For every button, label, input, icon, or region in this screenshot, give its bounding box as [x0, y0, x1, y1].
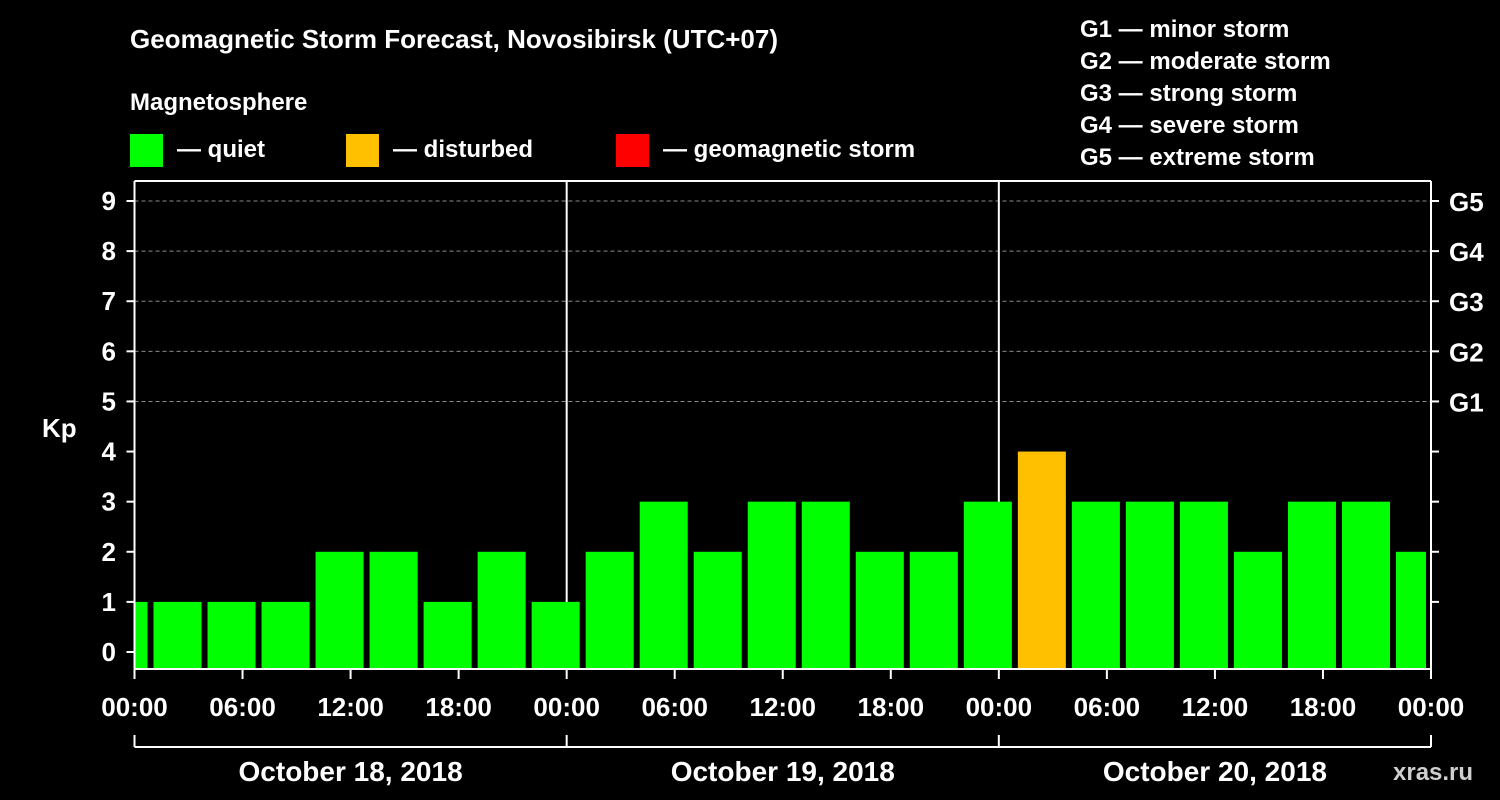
y-tick-label: 9 — [102, 186, 116, 216]
kp-bar — [135, 601, 148, 669]
y-tick-label: 6 — [102, 336, 116, 366]
y-axis-label: Kp — [42, 413, 77, 443]
x-tick-label: 18:00 — [858, 692, 925, 722]
scale-g1: G1 — minor storm — [1080, 16, 1289, 43]
legend-swatch-storm — [616, 134, 649, 167]
y-tick-label: 7 — [102, 286, 116, 316]
chart-title: Geomagnetic Storm Forecast, Novosibirsk … — [130, 24, 778, 54]
y-tick-label: 4 — [102, 437, 117, 467]
g-level-label: G4 — [1449, 237, 1484, 267]
y-tick-label: 3 — [102, 487, 116, 517]
day-label: October 20, 2018 — [1103, 756, 1327, 787]
y-tick-label: 0 — [102, 637, 116, 667]
kp-bar — [963, 501, 1012, 669]
kp-bar — [1125, 501, 1174, 669]
kp-bar — [1179, 501, 1228, 669]
legend-swatch-disturbed — [346, 134, 379, 167]
kp-bar — [1341, 501, 1390, 669]
legend-swatch-quiet — [130, 134, 163, 167]
x-tick-label: 06:00 — [641, 692, 708, 722]
kp-bar — [585, 551, 634, 669]
legend-label-quiet: — quiet — [177, 136, 265, 163]
kp-bar — [369, 551, 418, 669]
kp-bar — [153, 601, 202, 669]
x-tick-label: 00:00 — [966, 692, 1033, 722]
kp-bar — [315, 551, 364, 669]
y-tick-label: 2 — [102, 537, 116, 567]
legend-title: Magnetosphere — [130, 89, 307, 116]
x-tick-label: 12:00 — [317, 692, 384, 722]
x-tick-label: 12:00 — [750, 692, 817, 722]
day-label: October 19, 2018 — [671, 756, 895, 787]
kp-bar — [1017, 451, 1066, 669]
kp-bar — [855, 551, 904, 669]
y-tick-label: 1 — [102, 587, 116, 617]
scale-g2: G2 — moderate storm — [1080, 48, 1331, 75]
kp-bar — [801, 501, 850, 669]
g-level-label: G5 — [1449, 187, 1484, 217]
legend-label-storm: — geomagnetic storm — [663, 136, 915, 163]
kp-bar — [639, 501, 688, 669]
scale-g4: G4 — severe storm — [1080, 112, 1299, 139]
scale-g5: G5 — extreme storm — [1080, 144, 1315, 171]
x-tick-label: 12:00 — [1182, 692, 1249, 722]
x-tick-label: 00:00 — [1398, 692, 1465, 722]
kp-bar — [909, 551, 958, 669]
g-level-label: G1 — [1449, 387, 1484, 417]
kp-bar — [423, 601, 472, 669]
kp-bar — [1287, 501, 1336, 669]
kp-bar — [693, 551, 742, 669]
kp-bar — [477, 551, 526, 669]
g-level-label: G3 — [1449, 287, 1484, 317]
x-tick-label: 18:00 — [1290, 692, 1357, 722]
y-tick-label: 8 — [102, 236, 116, 266]
kp-bar — [531, 601, 580, 669]
kp-bar — [1071, 501, 1120, 669]
x-tick-label: 18:00 — [425, 692, 492, 722]
kp-bar — [207, 601, 256, 669]
x-tick-label: 06:00 — [1074, 692, 1141, 722]
g-level-label: G2 — [1449, 337, 1484, 367]
day-label: October 18, 2018 — [239, 756, 463, 787]
kp-bar — [747, 501, 796, 669]
x-tick-label: 00:00 — [533, 692, 600, 722]
scale-g3: G3 — strong storm — [1080, 80, 1297, 107]
kp-bar — [1233, 551, 1282, 669]
kp-bar — [261, 601, 310, 669]
watermark: xras.ru — [1393, 759, 1473, 786]
x-tick-label: 00:00 — [101, 692, 168, 722]
x-tick-label: 06:00 — [209, 692, 276, 722]
y-tick-label: 5 — [102, 386, 116, 416]
legend-label-disturbed: — disturbed — [393, 136, 533, 163]
kp-bar — [1395, 551, 1426, 669]
